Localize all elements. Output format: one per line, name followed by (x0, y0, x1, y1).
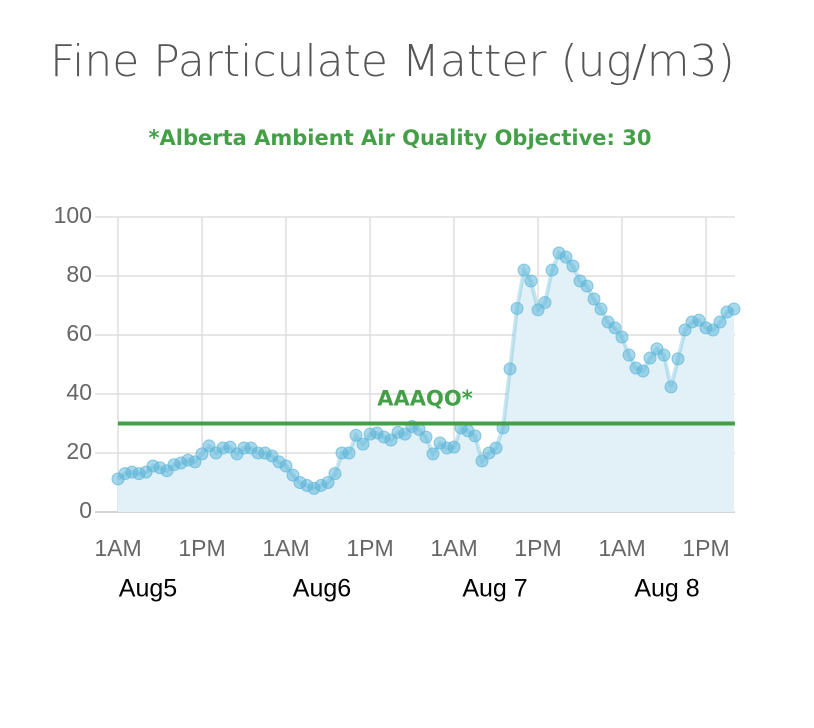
point (636, 364, 650, 378)
y-tick-label: 100 (54, 202, 92, 228)
x-tick-label: 1PM (178, 535, 225, 561)
x-tick-label: 1AM (598, 535, 645, 561)
y-tick-label: 60 (66, 320, 92, 346)
point (279, 459, 293, 473)
point (510, 301, 524, 315)
point (342, 446, 356, 460)
point (538, 296, 552, 310)
x-tick-label: 1AM (94, 535, 141, 561)
point (559, 250, 573, 264)
day-label: Aug5 (119, 575, 177, 603)
chart-title: Fine Particulate Matter (ug/m3) (50, 36, 735, 87)
x-tick-label: 1PM (682, 535, 729, 561)
y-tick-label: 20 (66, 438, 92, 464)
point (657, 348, 671, 362)
point (517, 263, 531, 277)
y-tick-label: 0 (79, 497, 92, 523)
x-tick-label: 1AM (430, 535, 477, 561)
day-label: Aug 7 (462, 575, 527, 603)
point (489, 441, 503, 455)
point (727, 302, 741, 316)
point (447, 440, 461, 454)
point (713, 315, 727, 329)
threshold-label: AAAQO* (377, 387, 472, 411)
point (566, 259, 580, 273)
point (587, 292, 601, 306)
day-label: Aug 8 (634, 575, 699, 603)
y-tick-label: 80 (66, 261, 92, 287)
point (503, 362, 517, 376)
point (321, 476, 335, 489)
point (622, 348, 636, 362)
day-label: Aug6 (293, 575, 351, 603)
chart-subtitle: *Alberta Ambient Air Quality Objective: … (149, 126, 652, 150)
area (118, 252, 734, 513)
point (426, 447, 440, 461)
point (328, 467, 342, 481)
x-tick-label: 1PM (514, 535, 561, 561)
point (524, 274, 538, 288)
y-tick-label: 40 (66, 379, 92, 405)
point (608, 321, 622, 335)
point (349, 428, 363, 442)
point (594, 302, 608, 316)
x-tick-label: 1PM (346, 535, 393, 561)
point (419, 430, 433, 444)
point (664, 380, 678, 394)
point (643, 351, 657, 365)
point (468, 429, 482, 443)
point (356, 437, 370, 451)
point (580, 279, 594, 293)
point (545, 263, 559, 277)
point (671, 352, 685, 366)
point (615, 330, 629, 344)
x-tick-label: 1AM (262, 535, 309, 561)
